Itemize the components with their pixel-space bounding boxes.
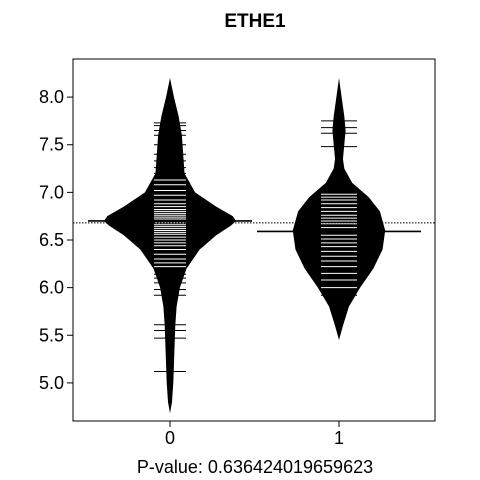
beans-layer [104,78,386,414]
y-tick-label-3: 6.5 [39,230,64,250]
chart-title: ETHE1 [224,11,286,32]
y-axis: 5.0 5.5 6.0 6.5 7.0 7.5 8.0 [39,87,73,393]
y-tick-label-4: 7.0 [39,182,64,202]
x-axis-label: P-value: 0.636424019659623 [137,457,373,477]
y-tick-label-1: 5.5 [39,325,64,345]
bean-shape-1 [292,78,386,341]
overlay-layer [73,120,435,372]
y-tick-label-6: 8.0 [39,87,64,107]
x-tick-label-1: 1 [334,428,344,448]
y-tick-label-2: 6.0 [39,278,64,298]
y-tick-label-0: 5.0 [39,373,64,393]
x-tick-label-0: 0 [165,428,175,448]
y-tick-label-5: 7.5 [39,135,64,155]
